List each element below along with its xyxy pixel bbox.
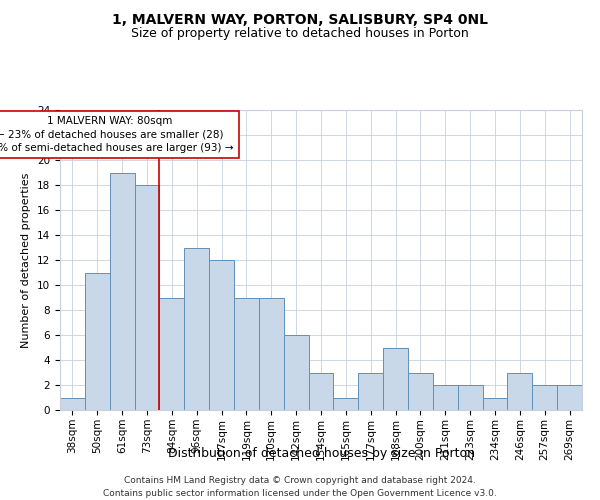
Text: 1 MALVERN WAY: 80sqm
← 23% of detached houses are smaller (28)
77% of semi-detac: 1 MALVERN WAY: 80sqm ← 23% of detached h… bbox=[0, 116, 234, 152]
Bar bbox=[60, 398, 85, 410]
Text: Contains public sector information licensed under the Open Government Licence v3: Contains public sector information licen… bbox=[103, 489, 497, 498]
Bar bbox=[358, 372, 383, 410]
Text: Contains HM Land Registry data © Crown copyright and database right 2024.: Contains HM Land Registry data © Crown c… bbox=[124, 476, 476, 485]
Bar bbox=[209, 260, 234, 410]
Bar bbox=[134, 185, 160, 410]
Bar bbox=[85, 272, 110, 410]
Bar bbox=[160, 298, 184, 410]
Bar bbox=[234, 298, 259, 410]
Bar bbox=[482, 398, 508, 410]
Bar bbox=[334, 398, 358, 410]
Bar bbox=[110, 172, 134, 410]
Text: Size of property relative to detached houses in Porton: Size of property relative to detached ho… bbox=[131, 28, 469, 40]
Text: 1, MALVERN WAY, PORTON, SALISBURY, SP4 0NL: 1, MALVERN WAY, PORTON, SALISBURY, SP4 0… bbox=[112, 12, 488, 26]
Bar bbox=[284, 335, 308, 410]
Bar bbox=[433, 385, 458, 410]
Bar bbox=[532, 385, 557, 410]
Bar bbox=[458, 385, 482, 410]
Text: Distribution of detached houses by size in Porton: Distribution of detached houses by size … bbox=[167, 448, 475, 460]
Bar bbox=[508, 372, 532, 410]
Bar bbox=[557, 385, 582, 410]
Bar bbox=[184, 248, 209, 410]
Bar bbox=[259, 298, 284, 410]
Bar bbox=[383, 348, 408, 410]
Y-axis label: Number of detached properties: Number of detached properties bbox=[22, 172, 31, 348]
Bar bbox=[308, 372, 334, 410]
Bar bbox=[408, 372, 433, 410]
